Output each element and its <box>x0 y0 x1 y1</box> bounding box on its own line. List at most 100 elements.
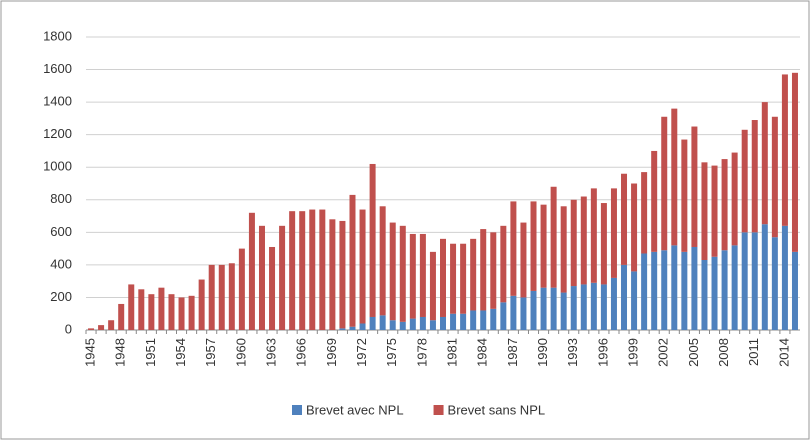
x-tick-label: 2011 <box>746 338 761 366</box>
y-tick-label: 400 <box>50 256 72 271</box>
bar-segment <box>429 320 436 330</box>
bar-segment <box>771 116 778 238</box>
bar-segment <box>248 212 255 330</box>
x-tick-label: 1984 <box>475 338 490 367</box>
bar-segment <box>349 194 356 327</box>
bar-segment <box>530 290 537 330</box>
bar-segment <box>761 224 768 330</box>
bar-segment <box>781 74 788 226</box>
bar-segment <box>289 211 296 330</box>
bar-segment <box>661 250 668 330</box>
bar-segment <box>148 294 155 330</box>
bar-segment <box>761 102 768 225</box>
bar-segment <box>329 219 336 330</box>
bar-segment <box>711 165 718 257</box>
bar-segment <box>590 188 597 283</box>
bar-segment <box>450 313 457 330</box>
x-tick-label: 1975 <box>384 338 399 367</box>
bar-segment <box>419 316 426 330</box>
bar-segment <box>359 209 366 324</box>
y-tick-label: 1400 <box>43 94 72 109</box>
bar-segment <box>339 220 346 329</box>
bar-segment <box>751 232 758 330</box>
bar-segment <box>399 321 406 330</box>
bar-segment <box>540 287 547 330</box>
bar-segment <box>88 328 95 330</box>
bar-segment <box>721 250 728 330</box>
bar-segment <box>339 328 346 330</box>
y-tick-label: 800 <box>50 191 72 206</box>
y-tick-label: 1600 <box>43 61 72 76</box>
bar-segment <box>440 316 446 330</box>
bar-segment <box>701 260 708 330</box>
bar-segment <box>701 162 708 261</box>
bar-segment <box>651 150 658 252</box>
y-tick-label: 1000 <box>43 159 72 174</box>
x-tick-label: 1954 <box>173 338 188 367</box>
x-tick-label: 1948 <box>113 338 128 367</box>
bar-segment <box>550 186 557 288</box>
x-tick-label: 1960 <box>233 338 248 367</box>
bar-segment <box>631 183 638 272</box>
bar-segment <box>309 209 316 330</box>
bar-segment <box>731 245 738 330</box>
bar-segment <box>349 326 356 330</box>
x-tick-label: 1999 <box>626 338 641 367</box>
bar-segment <box>299 211 306 330</box>
bar-segment <box>791 72 798 252</box>
bar-segment <box>691 126 698 247</box>
bar-segment <box>369 316 376 330</box>
x-tick-label: 2008 <box>716 338 731 367</box>
bar-segment <box>721 159 728 251</box>
bar-segment <box>651 251 658 330</box>
bar-segment <box>560 292 567 330</box>
x-tick-label: 1945 <box>82 338 97 367</box>
bar-segment <box>258 225 265 330</box>
bar-segment <box>580 284 587 330</box>
bar-segment <box>540 204 547 288</box>
bar-segment <box>118 303 125 330</box>
x-tick-label: 1951 <box>143 338 158 367</box>
bar-segment <box>450 243 457 314</box>
x-tick-label: 1969 <box>324 338 339 367</box>
bar-segment <box>389 222 396 321</box>
y-tick-label: 1800 <box>43 28 72 43</box>
bar-segment <box>621 264 628 330</box>
bar-segment <box>600 284 607 330</box>
bar-segment <box>781 225 788 330</box>
x-tick-label: 1963 <box>263 338 278 367</box>
bar-segment <box>108 320 115 330</box>
bar-segment <box>158 287 165 330</box>
y-tick-label: 600 <box>50 224 72 239</box>
x-tick-label: 1972 <box>354 338 369 367</box>
bar-segment <box>500 302 507 330</box>
bar-segment <box>168 294 175 330</box>
bar-segment <box>429 251 436 321</box>
bar-segment <box>228 263 235 330</box>
bar-segment <box>188 295 195 330</box>
y-tick-label: 1200 <box>43 126 72 141</box>
bar-segment <box>610 277 617 330</box>
bar-segment <box>470 238 477 311</box>
bar-segment <box>319 209 326 330</box>
bar-segment <box>440 238 446 317</box>
x-tick-label: 1990 <box>535 338 550 367</box>
bar-segment <box>610 188 617 278</box>
bar-segment <box>128 284 135 330</box>
bar-segment <box>470 310 477 330</box>
bar-segment <box>480 229 487 311</box>
bar-segment <box>631 271 638 330</box>
legend-label: Brevet avec NPL <box>306 402 404 417</box>
bar-segment <box>460 313 467 330</box>
bar-segment <box>681 139 688 252</box>
bar-segment <box>208 264 215 330</box>
x-tick-label: 1996 <box>595 338 610 367</box>
x-tick-label: 1993 <box>565 338 580 367</box>
legend-label: Brevet sans NPL <box>448 402 546 417</box>
bar-segment <box>510 295 517 330</box>
bar-segment <box>751 120 758 233</box>
bar-segment <box>389 320 396 330</box>
bar-segment <box>138 289 145 330</box>
bar-segment <box>490 232 497 309</box>
